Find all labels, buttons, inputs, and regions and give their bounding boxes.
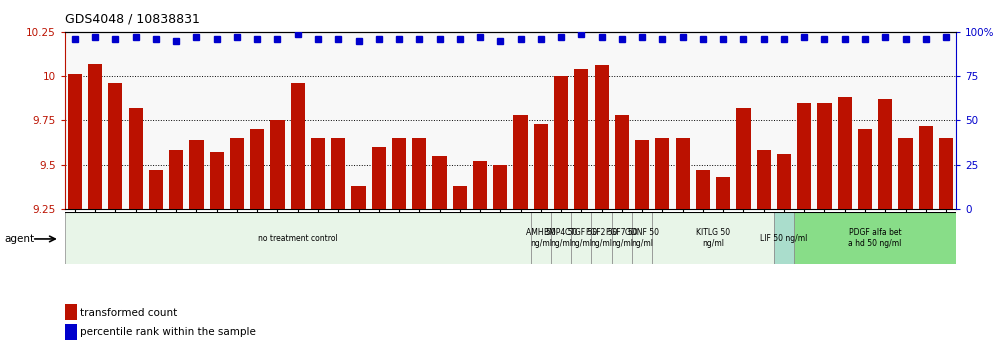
Bar bbox=[372, 147, 385, 209]
Bar bbox=[534, 124, 548, 209]
Bar bbox=[65, 212, 531, 264]
Bar bbox=[109, 83, 123, 209]
Bar bbox=[838, 97, 852, 209]
Bar bbox=[392, 138, 406, 209]
Bar bbox=[169, 150, 183, 209]
Bar bbox=[514, 115, 528, 209]
Bar bbox=[878, 99, 892, 209]
Text: FGF2 50
ng/ml: FGF2 50 ng/ml bbox=[586, 228, 618, 248]
Bar bbox=[774, 212, 794, 264]
Bar bbox=[209, 152, 224, 209]
Bar bbox=[311, 138, 325, 209]
Bar bbox=[675, 138, 690, 209]
Bar bbox=[453, 186, 467, 209]
Bar bbox=[777, 154, 791, 209]
Bar bbox=[412, 138, 426, 209]
Text: GDNF 50
ng/ml: GDNF 50 ng/ml bbox=[625, 228, 659, 248]
Bar bbox=[148, 170, 163, 209]
Text: LIF 50 ng/ml: LIF 50 ng/ml bbox=[760, 234, 808, 242]
Bar bbox=[696, 170, 710, 209]
Bar bbox=[493, 165, 507, 209]
Bar bbox=[352, 186, 366, 209]
Text: CTGF 50
ng/ml: CTGF 50 ng/ml bbox=[566, 228, 598, 248]
Bar bbox=[575, 69, 589, 209]
Bar bbox=[797, 103, 812, 209]
Bar bbox=[554, 76, 568, 209]
Bar bbox=[432, 156, 446, 209]
Bar bbox=[331, 138, 346, 209]
Bar bbox=[655, 138, 669, 209]
Bar bbox=[270, 120, 285, 209]
Bar bbox=[230, 138, 244, 209]
Bar bbox=[632, 212, 652, 264]
Bar bbox=[592, 212, 612, 264]
Text: AMH 50
ng/ml: AMH 50 ng/ml bbox=[526, 228, 556, 248]
Bar bbox=[189, 140, 203, 209]
Text: agent: agent bbox=[4, 234, 34, 244]
Bar bbox=[531, 212, 551, 264]
Text: transformed count: transformed count bbox=[80, 308, 177, 318]
Text: no treatment control: no treatment control bbox=[258, 234, 338, 242]
Text: PDGF alfa bet
a hd 50 ng/ml: PDGF alfa bet a hd 50 ng/ml bbox=[849, 228, 901, 248]
Bar bbox=[918, 126, 933, 209]
Text: percentile rank within the sample: percentile rank within the sample bbox=[80, 327, 256, 337]
Bar bbox=[757, 150, 771, 209]
Text: BMP4 50
ng/ml: BMP4 50 ng/ml bbox=[545, 228, 578, 248]
Text: GDS4048 / 10838831: GDS4048 / 10838831 bbox=[65, 12, 199, 25]
Text: KITLG 50
ng/ml: KITLG 50 ng/ml bbox=[696, 228, 730, 248]
Bar bbox=[794, 212, 956, 264]
Bar bbox=[818, 103, 832, 209]
Bar bbox=[128, 108, 142, 209]
Bar bbox=[716, 177, 730, 209]
Bar bbox=[635, 140, 649, 209]
Bar bbox=[612, 212, 632, 264]
Bar bbox=[652, 212, 774, 264]
Bar bbox=[939, 138, 953, 209]
Text: FGF7 50
ng/ml: FGF7 50 ng/ml bbox=[606, 228, 637, 248]
Bar bbox=[736, 108, 751, 209]
Bar bbox=[898, 138, 912, 209]
Bar bbox=[572, 212, 592, 264]
Bar bbox=[858, 129, 872, 209]
Bar bbox=[88, 64, 103, 209]
Bar bbox=[473, 161, 487, 209]
Bar bbox=[615, 115, 628, 209]
Bar bbox=[68, 74, 82, 209]
Bar bbox=[595, 65, 609, 209]
Bar bbox=[250, 129, 264, 209]
Bar bbox=[551, 212, 572, 264]
Bar bbox=[291, 83, 305, 209]
